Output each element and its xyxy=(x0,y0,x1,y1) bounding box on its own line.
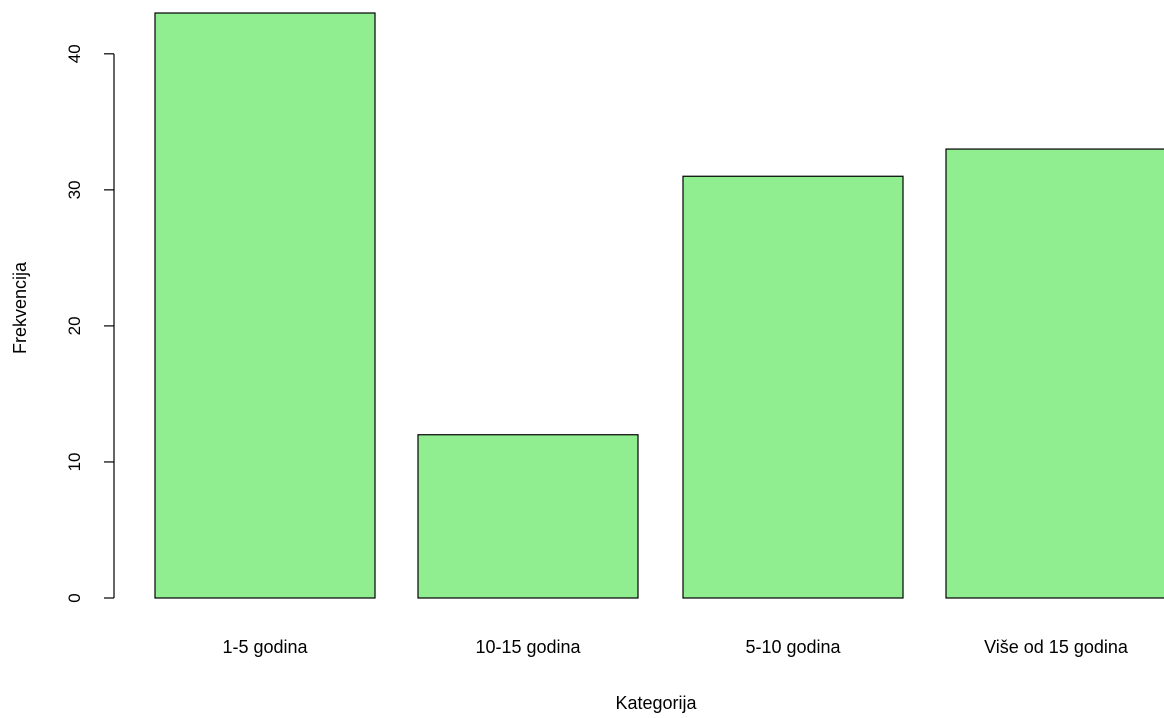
category-label-1: 1-5 godina xyxy=(222,637,308,657)
bar-3 xyxy=(682,175,904,599)
category-label-3: 5-10 godina xyxy=(745,637,841,657)
y-tick-label-20: 20 xyxy=(65,316,84,335)
y-tick-label-40: 40 xyxy=(65,44,84,63)
x-axis-title: Kategorija xyxy=(615,693,697,713)
bar-4 xyxy=(945,148,1164,599)
y-axis-title: Frekvencija xyxy=(10,261,30,354)
y-tick-label-0: 0 xyxy=(65,593,84,602)
category-label-4: Više od 15 godina xyxy=(984,637,1129,657)
y-axis: 0 10 20 30 40 xyxy=(65,44,115,603)
bars-group xyxy=(154,12,1164,599)
y-tick-label-30: 30 xyxy=(65,180,84,199)
x-axis-category-labels: 1-5 godina 10-15 godina 5-10 godina Više od… xyxy=(222,637,1128,657)
bar-1 xyxy=(154,12,376,599)
bar-2 xyxy=(417,434,639,599)
category-label-2: 10-15 godina xyxy=(475,637,581,657)
y-tick-label-10: 10 xyxy=(65,452,84,471)
